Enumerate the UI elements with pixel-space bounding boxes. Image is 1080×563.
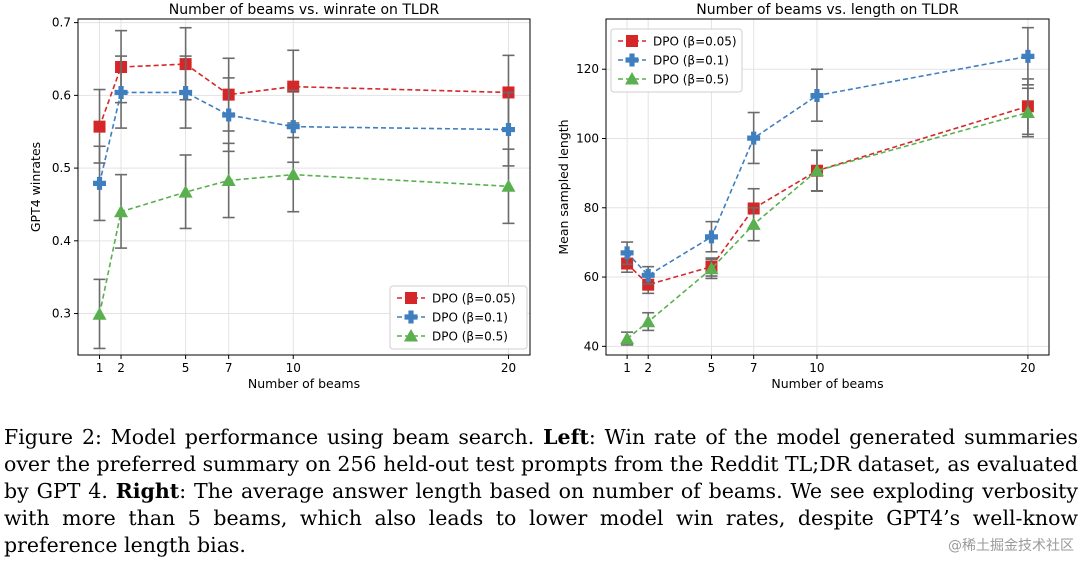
series-line	[98, 63, 509, 127]
data-point	[93, 176, 107, 190]
y-tick-label: 0.5	[52, 161, 71, 175]
left-chart-winrate: 1 2 5 7 10 20 0.3 0.4 0.5 0.6 0.7 Number of beams v…	[28, 2, 531, 391]
data-point	[286, 120, 300, 134]
legend-marker	[404, 310, 418, 324]
y-tick-label: 0.6	[52, 88, 71, 102]
legend-label: DPO (β=0.5)	[653, 73, 729, 87]
x-tick-label: 1	[623, 361, 631, 375]
data-point	[179, 85, 193, 99]
chart-title: Number of beams vs. winrate on TLDR	[169, 2, 440, 18]
x-tick-label: 5	[708, 361, 716, 375]
legend-marker	[404, 329, 418, 342]
legend-marker	[625, 72, 639, 85]
y-tick-label: 80	[584, 201, 599, 215]
legend-label: DPO (β=0.1)	[653, 54, 729, 68]
chart-title: Number of beams vs. length on TLDR	[696, 2, 959, 18]
plot-frame	[605, 18, 1050, 356]
series-line	[626, 105, 1029, 286]
plot-frame	[77, 18, 531, 356]
data-point	[620, 331, 635, 345]
data-point	[221, 173, 236, 186]
x-tick-label: 7	[225, 361, 233, 375]
x-tick-label: 20	[1020, 361, 1035, 375]
y-tick-label: 100	[576, 132, 599, 146]
y-tick-label: 120	[576, 62, 599, 76]
data-point	[641, 314, 656, 328]
series-3	[92, 136, 516, 350]
data-point	[641, 268, 655, 282]
y-tick-label: 40	[584, 339, 599, 353]
legend: DPO (β=0.05) DPO (β=0.1) DPO (β=0.5)	[389, 285, 528, 350]
data-point	[1021, 49, 1035, 63]
data-point	[178, 185, 193, 198]
data-point	[809, 163, 824, 177]
legend-box	[610, 28, 743, 93]
series-line	[98, 91, 509, 184]
series-line	[626, 55, 1029, 277]
data-point	[92, 307, 107, 320]
series-2	[93, 55, 515, 222]
y-tick-label: 0.3	[52, 307, 71, 321]
x-axis-label: Number of beams	[248, 376, 360, 391]
data-point	[810, 89, 824, 103]
data-point	[704, 230, 718, 244]
y-tick-label: 0.4	[52, 234, 71, 248]
series-line	[98, 173, 509, 315]
legend-marker	[626, 35, 638, 47]
data-point	[93, 120, 106, 133]
y-axis-label: GPT4 winrates	[28, 142, 43, 232]
right-chart-length: 1 2 5 7 10 20 40 60 80 100 120 Number of beams vs. …	[556, 2, 1050, 391]
x-axis-label: Number of beams	[771, 376, 883, 391]
figure-caption: Figure 2: Model performance using beam s…	[4, 424, 1078, 559]
series-1	[621, 78, 1034, 295]
legend-box	[389, 285, 528, 350]
caption-right-label: Right	[115, 479, 180, 503]
data-point	[746, 217, 761, 230]
data-point	[1020, 105, 1035, 119]
data-point	[114, 85, 128, 99]
caption-left-text: : Win rate of the model generated summar…	[4, 425, 1078, 503]
data-point	[222, 108, 236, 122]
series-2	[620, 26, 1035, 285]
legend-marker	[625, 53, 639, 67]
caption-left-label: Left	[543, 425, 589, 449]
legend-label: DPO (β=0.1)	[432, 311, 508, 325]
x-tick-label: 7	[750, 361, 758, 375]
data-point	[501, 123, 515, 137]
x-tick-label: 20	[501, 361, 516, 375]
legend-marker	[405, 292, 417, 304]
x-tick-label: 10	[286, 361, 301, 375]
legend: DPO (β=0.05) DPO (β=0.1) DPO (β=0.5)	[610, 28, 743, 93]
watermark: @稀土掘金技术社区	[948, 538, 1074, 554]
data-point	[704, 261, 719, 275]
data-point	[114, 204, 129, 218]
data-point	[620, 246, 634, 260]
y-axis-label: Mean sampled length	[556, 119, 571, 254]
y-tick-label: 0.7	[52, 16, 71, 30]
x-tick-label: 2	[117, 361, 125, 375]
x-tick-label: 1	[96, 361, 104, 375]
series-3	[620, 87, 1035, 346]
series-line	[626, 111, 1029, 340]
data-point	[286, 167, 301, 181]
legend-label: DPO (β=0.5)	[432, 330, 508, 344]
legend-label: DPO (β=0.05)	[653, 35, 737, 49]
x-tick-label: 5	[182, 361, 190, 375]
x-tick-label: 2	[644, 361, 652, 375]
legend-label: DPO (β=0.05)	[432, 292, 516, 306]
data-point	[501, 179, 516, 192]
x-tick-label: 10	[809, 361, 824, 375]
y-tick-label: 60	[584, 270, 599, 284]
caption-figure-label: Figure 2: Model performance using beam s…	[4, 425, 544, 449]
data-point	[747, 131, 761, 145]
caption-right-text: : The average answer length based on num…	[4, 479, 1078, 557]
